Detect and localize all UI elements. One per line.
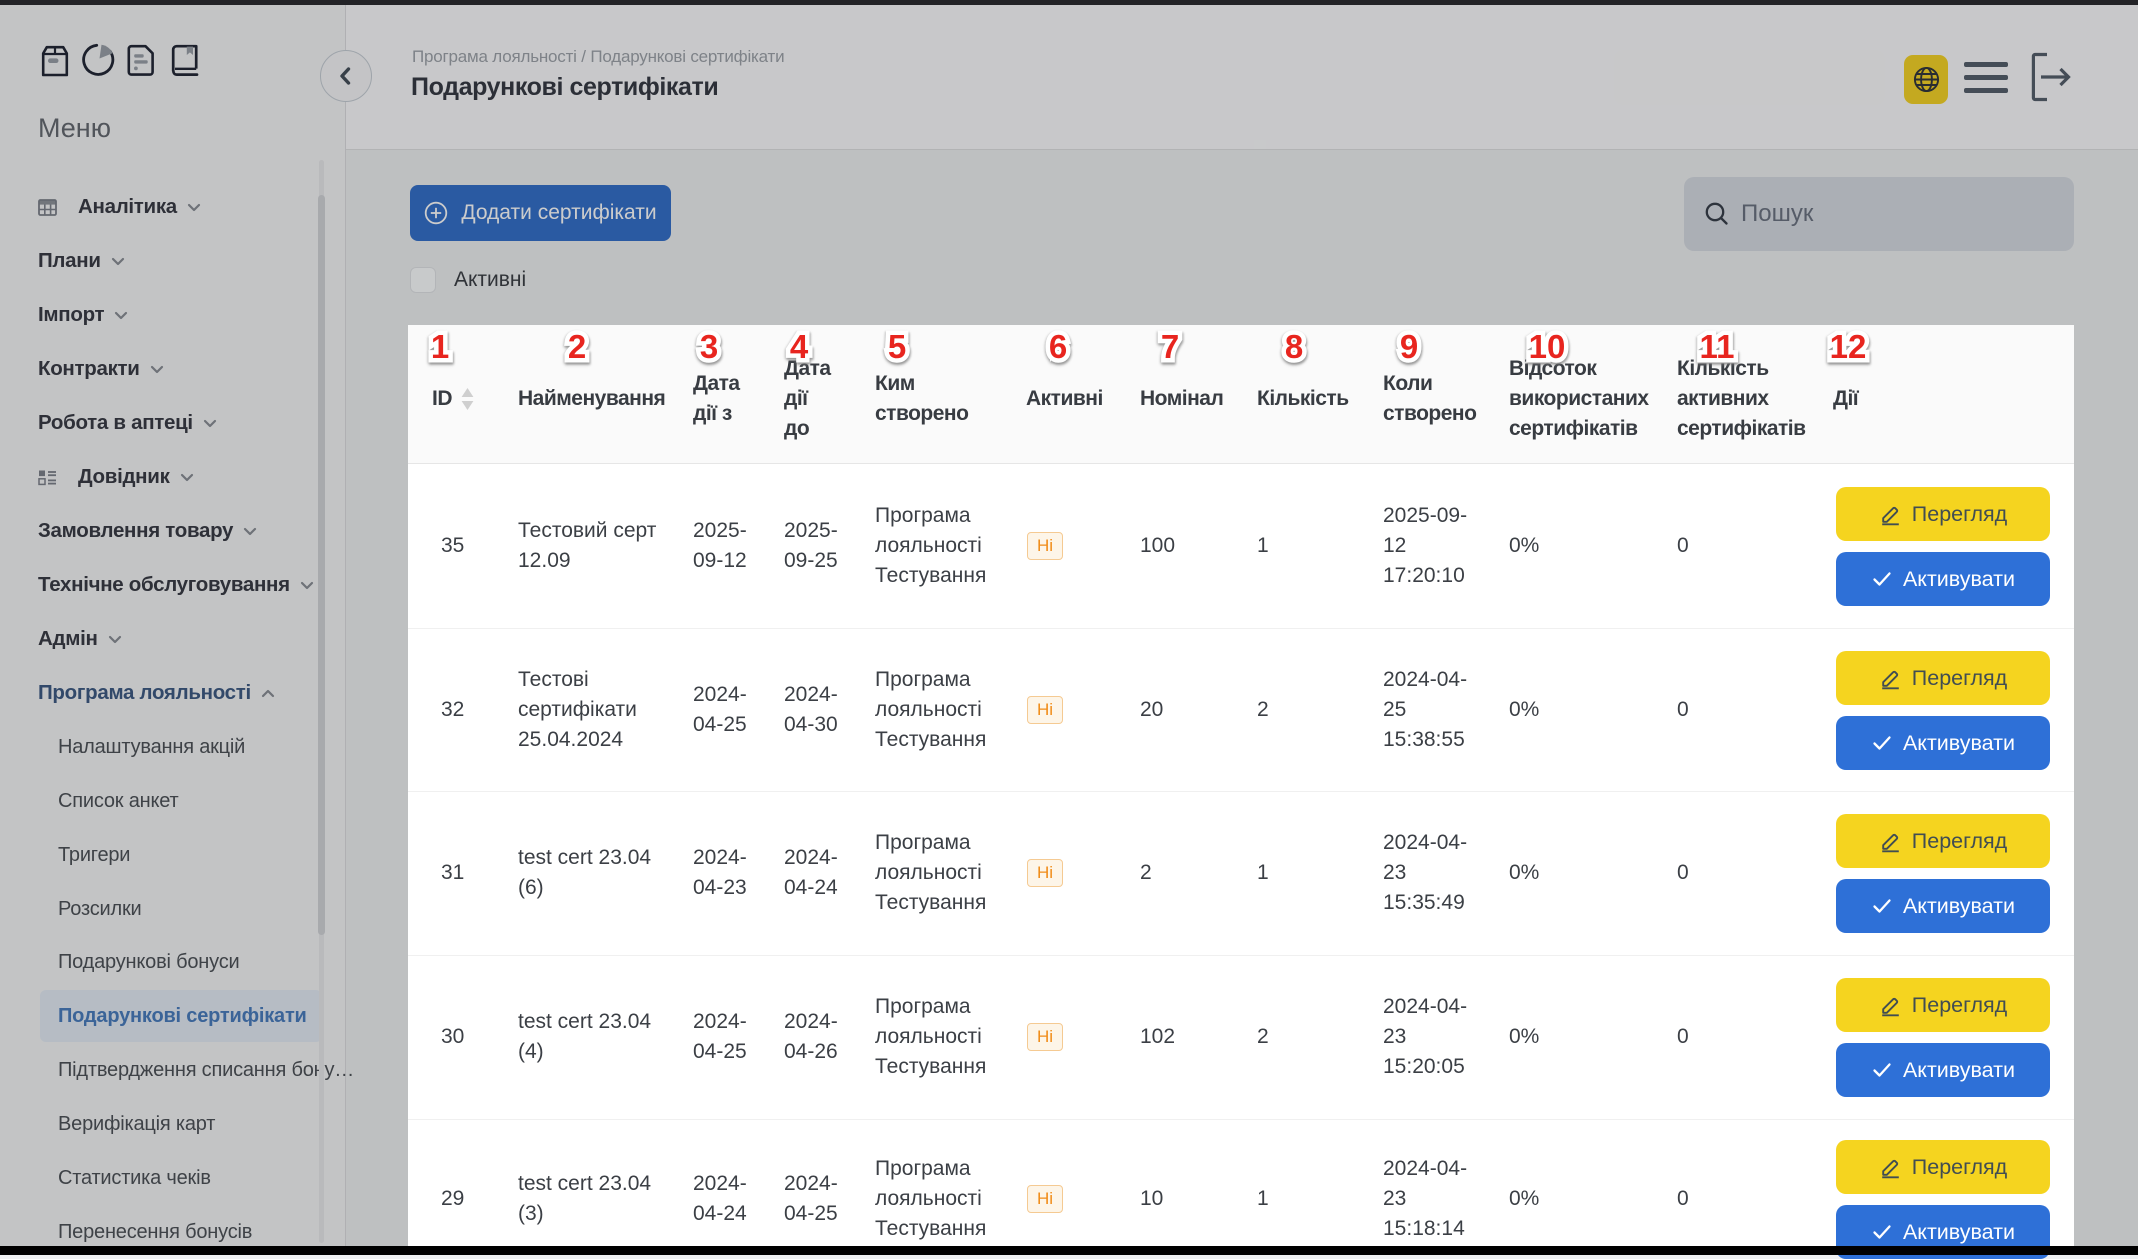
svg-text:1: 1 xyxy=(431,328,449,365)
svg-text:3: 3 xyxy=(700,328,718,365)
svg-text:9: 9 xyxy=(1400,328,1418,365)
svg-text:11: 11 xyxy=(1700,328,1735,365)
svg-text:12: 12 xyxy=(1830,328,1867,365)
svg-text:8: 8 xyxy=(1285,328,1303,365)
svg-text:5: 5 xyxy=(888,328,906,365)
svg-text:4: 4 xyxy=(790,328,809,365)
svg-text:2: 2 xyxy=(568,328,586,365)
svg-text:7: 7 xyxy=(1161,328,1179,365)
svg-text:6: 6 xyxy=(1049,328,1067,365)
svg-text:10: 10 xyxy=(1529,328,1566,365)
